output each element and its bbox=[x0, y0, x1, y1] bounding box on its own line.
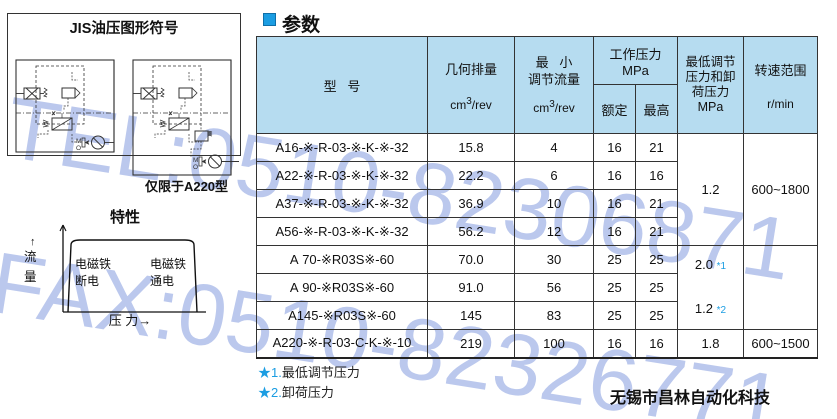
svg-text:✘: ✘ bbox=[51, 111, 56, 118]
svg-text:断电: 断电 bbox=[75, 273, 99, 288]
svg-text:✘: ✘ bbox=[168, 111, 173, 118]
svg-text:O: O bbox=[193, 164, 198, 171]
svg-text:O: O bbox=[76, 145, 81, 152]
svg-text:电磁铁: 电磁铁 bbox=[150, 256, 186, 271]
svg-text:↑: ↑ bbox=[30, 236, 36, 248]
svg-text:电磁铁: 电磁铁 bbox=[75, 256, 111, 271]
svg-text:流: 流 bbox=[24, 250, 37, 264]
svg-text:量: 量 bbox=[24, 270, 37, 284]
svg-text:通电: 通电 bbox=[150, 274, 174, 288]
svg-text:M: M bbox=[76, 138, 81, 145]
svg-text:M: M bbox=[193, 157, 198, 164]
